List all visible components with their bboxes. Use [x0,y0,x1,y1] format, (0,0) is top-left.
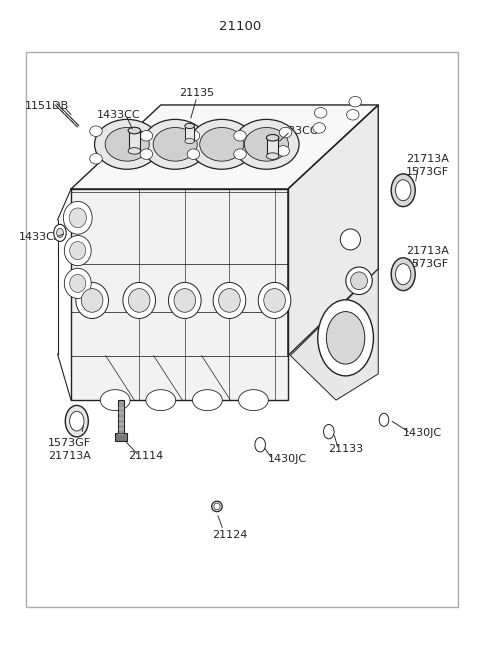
Ellipse shape [214,503,220,510]
Ellipse shape [140,131,153,141]
Text: 1573GF: 1573GF [406,167,449,177]
Ellipse shape [314,108,327,118]
Ellipse shape [90,126,102,136]
Text: 21713A: 21713A [406,245,449,256]
Ellipse shape [64,268,91,298]
Ellipse shape [95,119,160,169]
Ellipse shape [185,138,194,144]
Ellipse shape [128,127,141,134]
Ellipse shape [277,146,289,156]
Circle shape [65,405,88,437]
Circle shape [326,312,365,364]
Ellipse shape [279,127,292,138]
Text: 1433CA: 1433CA [19,232,62,243]
Ellipse shape [100,390,130,411]
Ellipse shape [90,154,102,164]
Ellipse shape [189,119,254,169]
Text: 1151DB: 1151DB [25,101,69,112]
Text: 1433CC: 1433CC [97,110,141,120]
Ellipse shape [153,127,197,161]
Bar [129,131,140,151]
Ellipse shape [192,390,222,411]
Ellipse shape [105,127,149,161]
Text: 21133: 21133 [328,444,363,455]
Ellipse shape [258,282,291,318]
Circle shape [70,411,84,431]
Circle shape [396,264,411,285]
Text: 1573GF: 1573GF [48,438,91,448]
Ellipse shape [174,289,196,312]
Text: 21100: 21100 [219,20,261,33]
Polygon shape [288,105,378,356]
Bar [26,52,458,607]
Ellipse shape [234,149,246,159]
Ellipse shape [123,282,156,318]
Ellipse shape [264,289,285,312]
Ellipse shape [239,390,268,411]
Ellipse shape [64,236,91,266]
Ellipse shape [63,201,92,234]
Ellipse shape [212,501,222,512]
Ellipse shape [128,148,141,154]
Ellipse shape [128,289,150,312]
Circle shape [324,424,334,439]
Text: 21713A: 21713A [406,154,449,164]
Ellipse shape [185,123,194,129]
Ellipse shape [70,241,86,260]
Bar [118,400,124,434]
Ellipse shape [218,289,240,312]
Ellipse shape [350,272,368,290]
Circle shape [54,224,66,241]
Bar [185,126,194,141]
Polygon shape [71,189,288,400]
Ellipse shape [347,110,359,120]
Ellipse shape [69,208,86,228]
Text: 21114: 21114 [128,451,163,461]
Ellipse shape [187,131,200,141]
Circle shape [396,180,411,201]
Ellipse shape [234,119,299,169]
Ellipse shape [234,131,246,141]
Ellipse shape [76,282,108,318]
Bar [267,138,278,156]
Ellipse shape [187,149,200,159]
Ellipse shape [200,127,244,161]
Ellipse shape [140,149,153,159]
Ellipse shape [266,153,279,159]
Circle shape [318,300,373,376]
Ellipse shape [213,282,246,318]
Ellipse shape [346,267,372,295]
Ellipse shape [70,274,86,293]
Ellipse shape [146,390,176,411]
Polygon shape [290,269,378,400]
Ellipse shape [143,119,208,169]
Text: 1433CC: 1433CC [275,126,318,136]
Ellipse shape [266,134,279,141]
Text: 1430JC: 1430JC [267,454,307,464]
Ellipse shape [244,127,288,161]
Ellipse shape [81,289,103,312]
Circle shape [391,258,415,291]
Circle shape [255,438,265,452]
Ellipse shape [340,229,360,250]
Text: 1573GF: 1573GF [406,258,449,269]
Bar [115,433,127,441]
Text: 21713A: 21713A [48,451,91,461]
Ellipse shape [313,123,325,133]
Text: 1430JC: 1430JC [403,428,442,438]
Text: 21124: 21124 [212,529,247,540]
Circle shape [57,228,63,237]
Circle shape [379,413,389,426]
Polygon shape [71,105,378,189]
Circle shape [391,174,415,207]
Ellipse shape [168,282,201,318]
Text: 21135: 21135 [179,88,215,98]
Ellipse shape [349,96,361,107]
